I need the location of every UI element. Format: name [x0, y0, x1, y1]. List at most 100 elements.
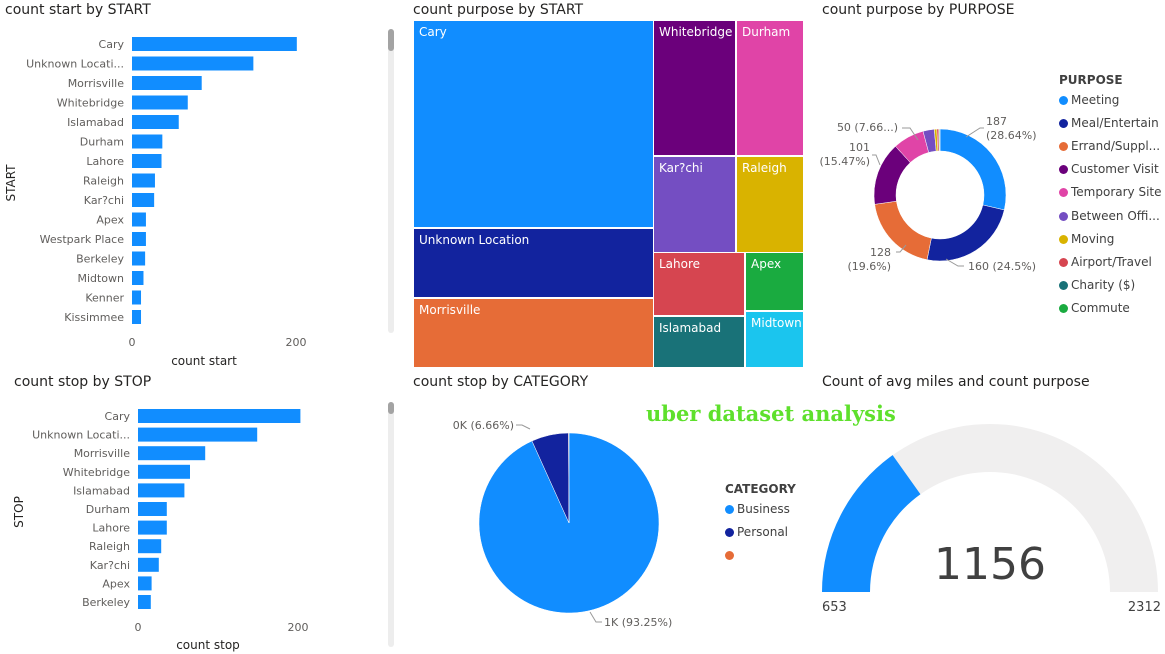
bar[interactable] — [132, 37, 297, 51]
category-label: Kar?chi — [84, 194, 124, 207]
treemap-label: Midtown — [751, 316, 802, 330]
miles-gauge-visual: Count of avg miles and count purpose 115… — [818, 372, 1165, 654]
treemap-label: Raleigh — [742, 161, 787, 175]
start-bar-scroll-thumb[interactable] — [388, 29, 394, 51]
bar[interactable] — [138, 557, 159, 572]
x-tick-label: 200 — [288, 621, 309, 634]
category-label: Durham — [80, 136, 124, 149]
bar[interactable] — [132, 173, 155, 188]
treemap-cell[interactable]: Whitebridge — [653, 20, 736, 156]
bar[interactable] — [132, 134, 163, 149]
category-label: Unknown Locati... — [32, 429, 130, 442]
category-label: Raleigh — [83, 175, 124, 188]
treemap-cell[interactable]: Midtown — [745, 311, 804, 368]
legend-label: Meal/Entertain — [1071, 116, 1159, 131]
treemap-cell[interactable]: Kar?chi — [653, 156, 736, 253]
gauge-max-label: 2312 — [1128, 600, 1161, 615]
x-axis-title: count start — [171, 354, 237, 368]
legend-swatch — [1059, 165, 1068, 175]
legend-item[interactable]: Personal — [725, 525, 788, 539]
category-label: Raleigh — [89, 540, 130, 553]
legend-item[interactable]: Charity ($) — [1059, 278, 1135, 292]
legend-item[interactable]: Moving — [1059, 232, 1114, 246]
bar[interactable] — [138, 409, 301, 423]
bar[interactable] — [132, 232, 146, 246]
treemap-cell[interactable]: Unknown Location — [413, 228, 655, 298]
x-tick-label: 0 — [135, 621, 142, 634]
bar[interactable] — [132, 290, 142, 305]
slice[interactable] — [939, 128, 941, 152]
bar[interactable] — [132, 95, 188, 110]
legend-swatch — [1059, 96, 1068, 105]
bar[interactable] — [132, 271, 144, 285]
bar[interactable] — [138, 446, 206, 461]
legend-item[interactable] — [725, 548, 737, 562]
legend-item[interactable]: Temporary Site — [1059, 185, 1162, 199]
data-label: 187 (28.64%) — [986, 115, 1037, 142]
category-label: Apex — [102, 577, 130, 590]
bar[interactable] — [132, 76, 202, 90]
legend-item[interactable]: Commute — [1059, 301, 1130, 315]
legend-swatch — [1059, 257, 1068, 267]
legend-swatch — [1059, 280, 1068, 290]
bar[interactable] — [132, 154, 162, 168]
data-label: 101 (15.47%) — [819, 141, 870, 168]
treemap-cell[interactable]: Cary — [413, 20, 655, 228]
bar[interactable] — [138, 576, 152, 591]
bar[interactable] — [132, 212, 146, 227]
stop-bar-visual: count stop by STOP Cary Unknown Locati...… — [0, 372, 400, 654]
category-label: Whitebridge — [63, 466, 131, 479]
data-label: 50 (7.66...) — [837, 121, 898, 134]
leader-line — [589, 611, 602, 623]
leader-line — [902, 127, 919, 141]
legend-swatch — [1059, 142, 1068, 152]
bar[interactable] — [132, 56, 254, 71]
category-label: Cary — [99, 38, 125, 51]
bar[interactable] — [138, 502, 167, 516]
legend-item[interactable]: Between Offi... — [1059, 209, 1160, 223]
treemap-cell[interactable]: Apex — [745, 252, 804, 311]
bar[interactable] — [138, 427, 258, 442]
category-label: Apex — [96, 214, 124, 227]
bar[interactable] — [138, 483, 185, 498]
treemap-cell[interactable]: Lahore — [653, 252, 745, 316]
bar[interactable] — [138, 539, 162, 554]
bar[interactable] — [132, 193, 155, 207]
start-bar-scrollbar[interactable] — [388, 29, 394, 333]
stop-bar-scrollbar[interactable] — [388, 402, 394, 647]
bar[interactable] — [138, 520, 167, 535]
legend-item[interactable]: Business — [725, 502, 790, 516]
treemap-label: Apex — [751, 257, 782, 271]
slice[interactable] — [926, 204, 1005, 262]
purpose-donut-visual: count purpose by PURPOSE 187 (28.64%) 160 … — [818, 0, 1165, 372]
legend-label: Charity ($) — [1071, 277, 1136, 292]
treemap-label: Morrisville — [419, 303, 481, 317]
treemap-title: count purpose by START — [413, 2, 584, 18]
legend-label: Airport/Travel — [1071, 254, 1152, 269]
legend-item[interactable]: Customer Visit — [1059, 162, 1159, 176]
bar[interactable] — [138, 464, 190, 479]
bar[interactable] — [132, 115, 179, 129]
treemap-label: Whitebridge — [659, 25, 733, 39]
purpose-legend-title: PURPOSE — [1059, 73, 1123, 87]
purpose-donut-chart: 187 (28.64%) 160 (24.5%) 128 (19.6%) 101 (15.4… — [819, 115, 1037, 273]
category-label: Durham — [86, 503, 130, 516]
legend-item[interactable]: Meeting — [1059, 93, 1119, 107]
bar[interactable] — [132, 310, 142, 324]
legend-item[interactable]: Airport/Travel — [1059, 255, 1152, 269]
leader-line — [896, 244, 907, 253]
legend-item[interactable]: Meal/Entertain — [1059, 116, 1159, 130]
legend-label: Between Offi... — [1071, 208, 1160, 223]
gauge-fill[interactable] — [822, 455, 921, 592]
donut-title: count purpose by PURPOSE — [822, 2, 1015, 18]
stop-bar-scroll-thumb[interactable] — [388, 402, 394, 414]
bar[interactable] — [138, 595, 151, 609]
treemap-cell[interactable]: Durham — [736, 20, 804, 156]
legend-label: Customer Visit — [1071, 162, 1159, 177]
treemap-cell[interactable]: Raleigh — [736, 156, 804, 253]
legend-item[interactable]: Errand/Suppl... — [1059, 139, 1160, 153]
treemap-cell[interactable]: Morrisville — [413, 298, 655, 368]
treemap-cell[interactable]: Islamabad — [653, 316, 745, 368]
bar[interactable] — [132, 251, 146, 266]
legend-swatch — [1059, 119, 1068, 129]
